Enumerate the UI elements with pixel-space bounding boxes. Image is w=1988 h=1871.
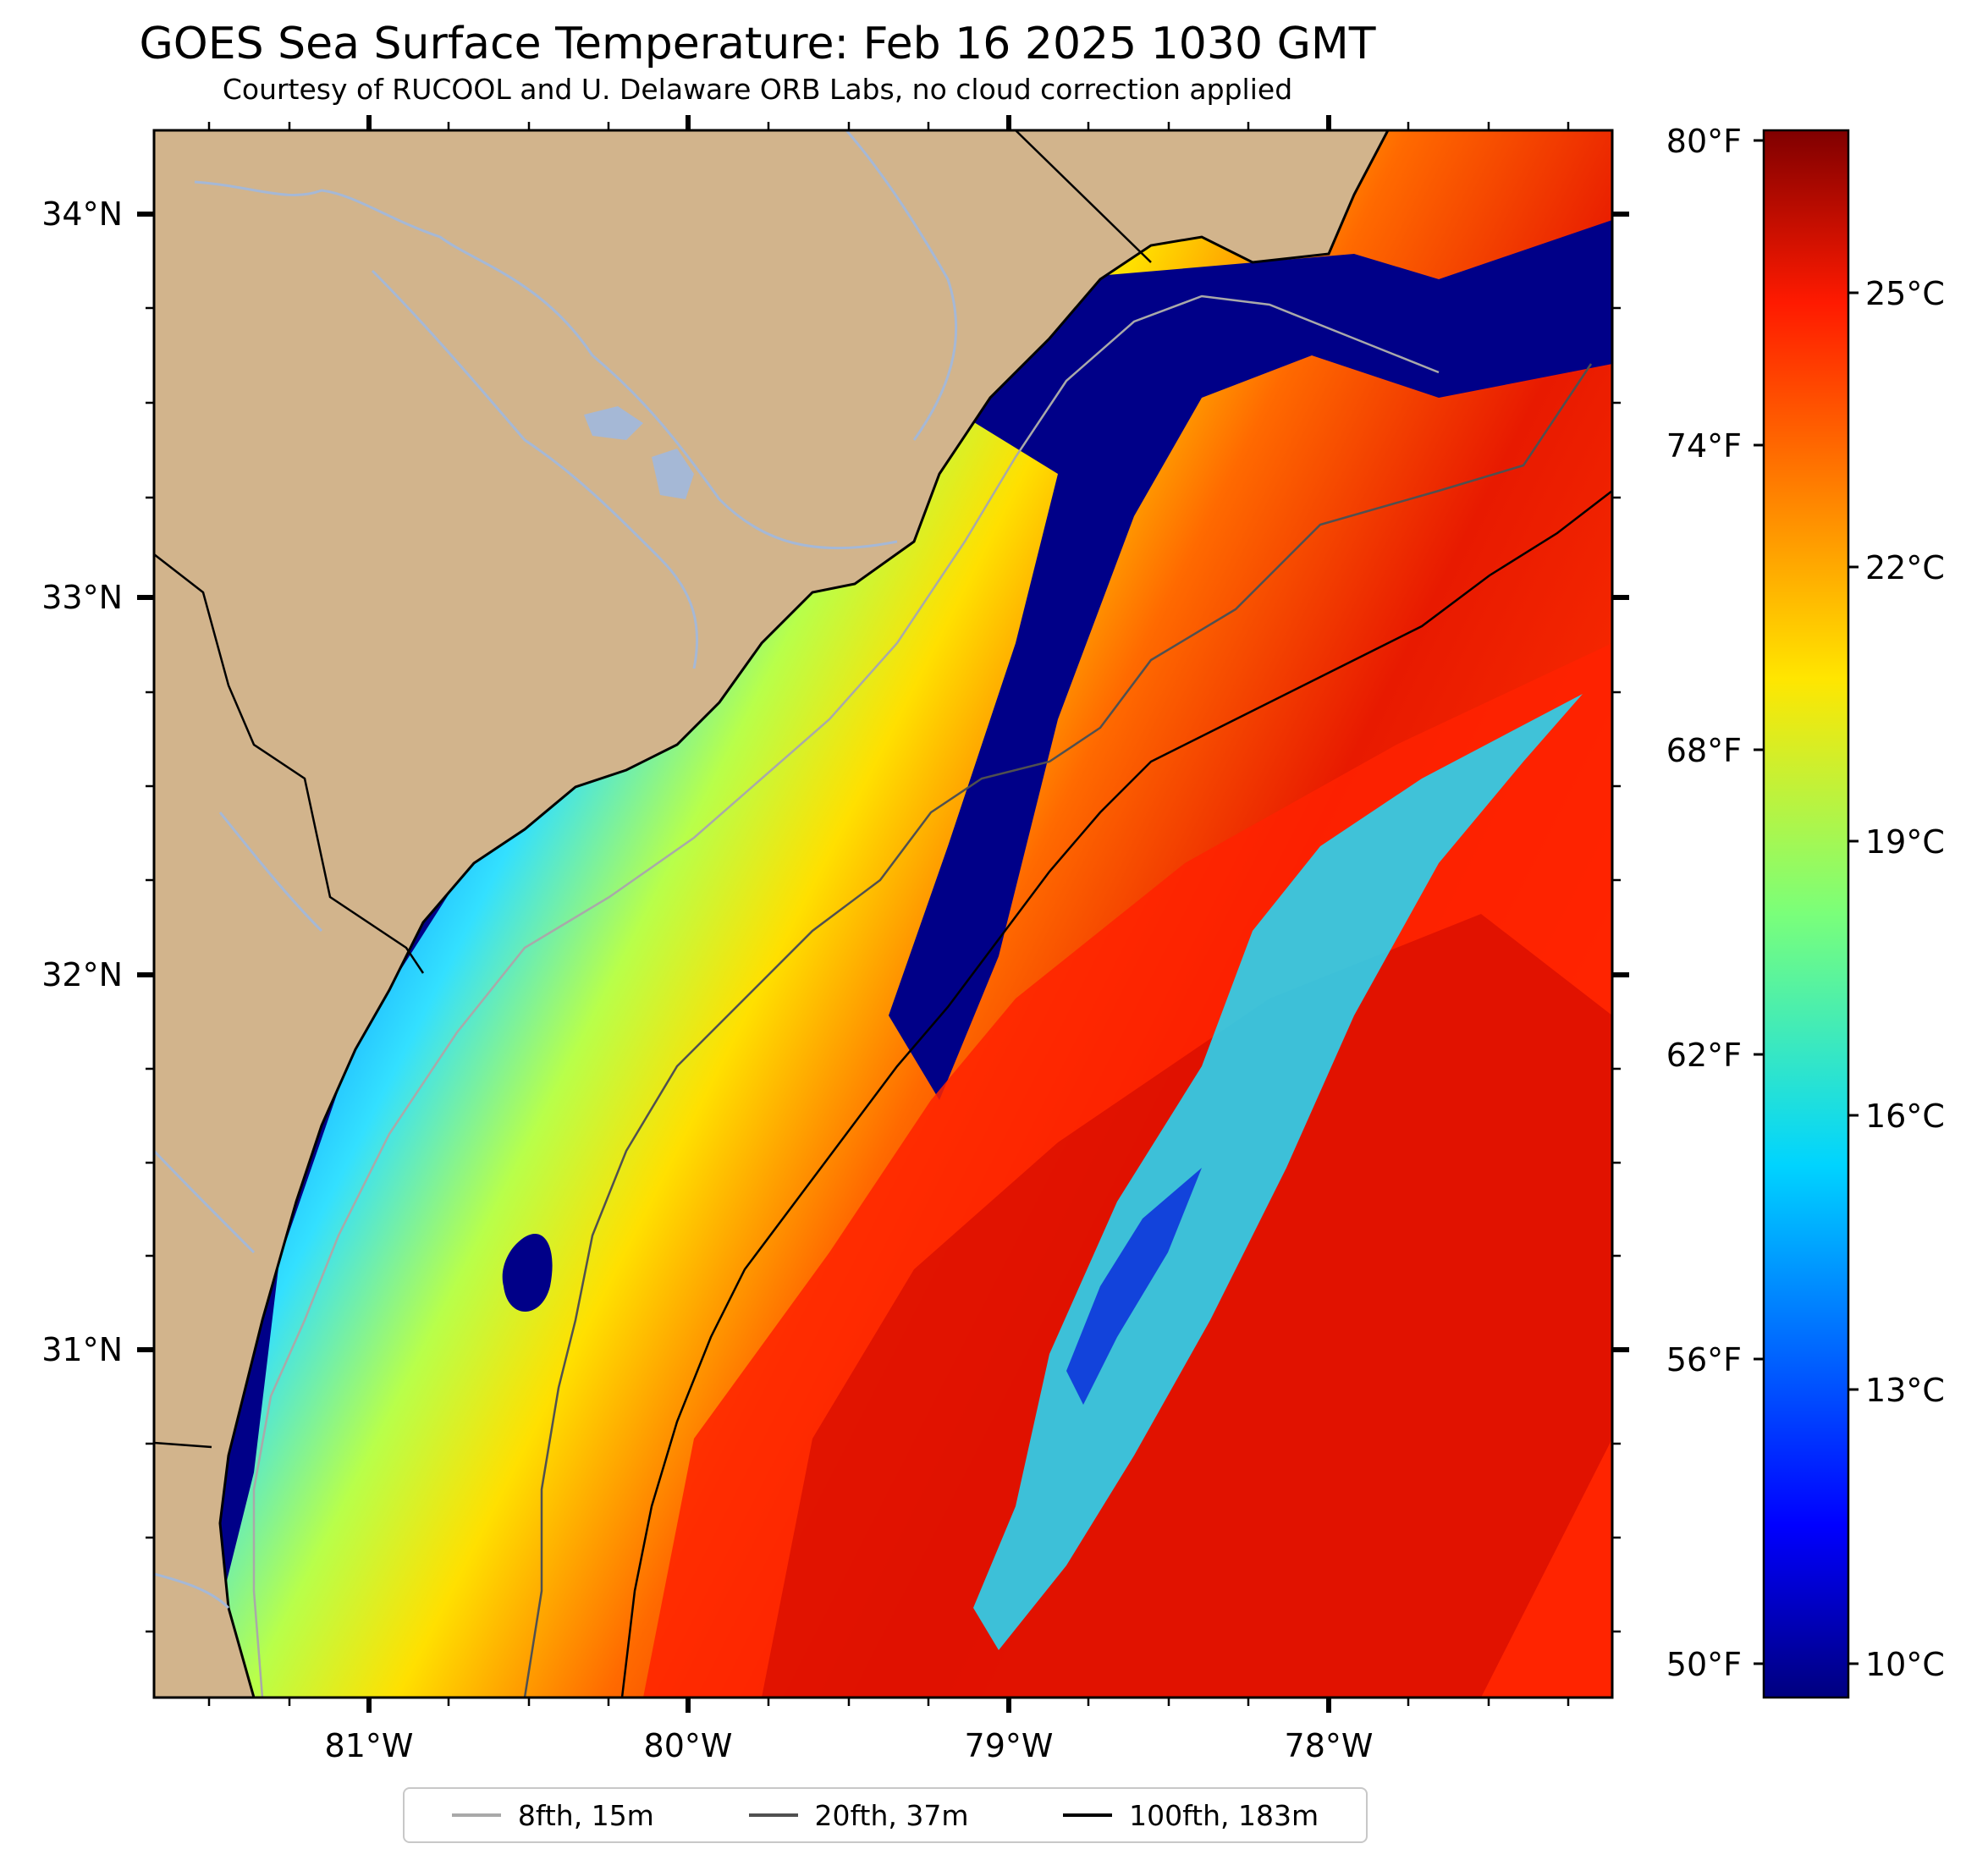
lat-label-32n: 32°N [41, 956, 123, 993]
colorbar-f-label: 50°F [1666, 1646, 1742, 1683]
map-frame [152, 129, 1614, 1699]
colorbar-f-label: 68°F [1666, 732, 1742, 769]
colorbar-c-label: 25°C [1865, 275, 1945, 312]
lon-label-80w: 80°W [644, 1727, 733, 1764]
state-border-nc-sc [1015, 130, 1152, 263]
legend-label: 8fth, 15m [517, 1798, 654, 1832]
cold-coastal-band [203, 220, 1612, 1608]
minor-ticks [146, 122, 1621, 1706]
sst-map [154, 130, 1612, 1698]
contour-8fth [252, 294, 1440, 1698]
colorbar-c-ticks [1848, 291, 1859, 1665]
rivers [154, 130, 958, 1610]
major-ticks [137, 115, 1629, 1713]
colorbar-c-label: 22°C [1865, 549, 1945, 586]
lat-label-33n: 33°N [41, 579, 123, 616]
colorbar-f-label: 62°F [1666, 1037, 1742, 1074]
lon-label-81w: 81°W [325, 1727, 414, 1764]
lat-label-34n: 34°N [41, 195, 123, 233]
land-mass [154, 130, 1390, 1698]
state-border-sc-ga [154, 553, 425, 974]
page-title: GOES Sea Surface Temperature: Feb 16 202… [139, 19, 1376, 69]
colorbar-c-label: 19°C [1865, 823, 1945, 861]
contour-20fth [523, 363, 1593, 1698]
legend-label: 100fth, 183m [1129, 1798, 1319, 1832]
colorbar-c-label: 10°C [1865, 1646, 1945, 1683]
legend-label: 20fth, 37m [814, 1798, 969, 1832]
colorbar-f-label: 80°F [1666, 123, 1742, 160]
lat-label-31n: 31°N [41, 1331, 123, 1368]
lon-label-79w: 79°W [965, 1727, 1054, 1764]
legend-swatch [748, 1813, 798, 1817]
contour-100fth [620, 490, 1612, 1698]
legend-swatch [1063, 1813, 1113, 1817]
lon-label-78w: 78°W [1285, 1727, 1374, 1764]
lake-marion [584, 406, 643, 440]
cold-eddy-core [1066, 1168, 1202, 1405]
page-subtitle: Courtesy of RUCOOL and U. Delaware ORB L… [222, 73, 1293, 106]
small-cold-eddy [502, 1234, 553, 1312]
state-border-ga-fl [154, 1441, 212, 1449]
cool-eddy-filament [973, 694, 1583, 1650]
colorbar-c-label: 13°C [1865, 1372, 1945, 1409]
contour-legend: 8fth, 15m 20fth, 37m 100fth, 183m [403, 1787, 1368, 1843]
legend-item-8fth: 8fth, 15m [451, 1798, 654, 1832]
colorbar [1762, 129, 1850, 1699]
lake-moultrie [652, 448, 694, 499]
colorbar-c-label: 16°C [1865, 1098, 1945, 1135]
legend-swatch [451, 1813, 501, 1817]
colorbar-f-label: 56°F [1666, 1341, 1742, 1378]
legend-item-100fth: 100fth, 183m [1063, 1799, 1319, 1832]
colorbar-f-ticks [1754, 139, 1764, 1665]
colorbar-f-label: 74°F [1666, 427, 1742, 465]
legend-item-20fth: 20fth, 37m [748, 1798, 969, 1832]
